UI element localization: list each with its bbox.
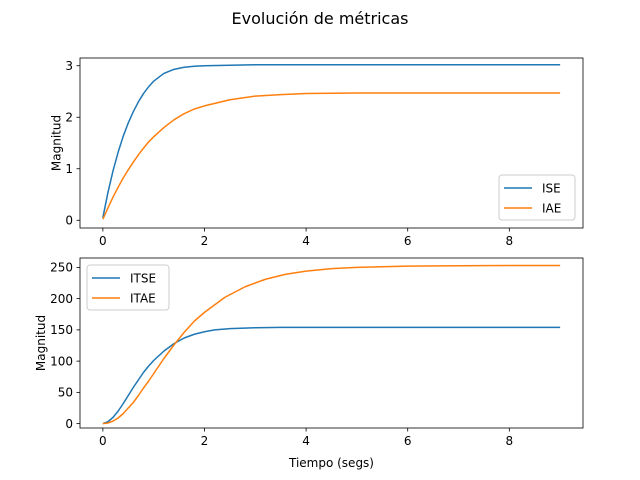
figure-title: Evolución de métricas (232, 9, 409, 28)
y-tick-label: 0 (65, 214, 73, 228)
legend-label-ise: ISE (542, 181, 561, 195)
y-tick-label: 50 (58, 386, 73, 400)
x-tick-label: 2 (201, 234, 209, 248)
x-tick-label: 6 (404, 434, 412, 448)
legend: ISE IAE (498, 174, 576, 221)
x-tick-label: 8 (506, 234, 514, 248)
y-tick-label: 3 (65, 59, 73, 73)
y-axis-label: Magnitud (34, 315, 48, 371)
series-line-itse (102, 326, 561, 425)
subplot-2: 0 2 4 6 8 0 50 100 150 200 250 Magnitud Tiempo (segs… (34, 257, 584, 470)
y-tick-label: 2 (65, 111, 73, 125)
x-axis-label: Tiempo (segs) (288, 456, 374, 470)
x-tick-label: 0 (99, 234, 107, 248)
x-tick-label: 8 (506, 434, 514, 448)
y-tick-label: 150 (50, 323, 73, 337)
x-tick-label: 2 (201, 434, 209, 448)
legend-label-itse: ITSE (130, 271, 156, 285)
axes-frame (79, 57, 584, 229)
x-tick-label: 4 (302, 434, 310, 448)
y-tick-label: 100 (50, 354, 73, 368)
x-tick-label: 0 (99, 434, 107, 448)
legend-box (86, 264, 170, 311)
y-tick-label: 0 (65, 417, 73, 431)
y-tick-label: 1 (65, 162, 73, 176)
subplot-1: 0 2 4 6 8 0 1 2 3 Magnitud ISE IAE (49, 57, 584, 248)
legend-label-itae: ITAE (130, 291, 156, 305)
x-tick-label: 4 (302, 234, 310, 248)
x-tick-label: 6 (404, 234, 412, 248)
series-line-ise (102, 63, 561, 218)
series-line-iae (102, 92, 561, 220)
legend-label-iae: IAE (542, 201, 561, 215)
series-line-itae (102, 264, 561, 425)
y-tick-label: 200 (50, 292, 73, 306)
y-tick-label: 250 (50, 261, 73, 275)
legend: ITSE ITAE (86, 264, 170, 311)
axes-frame (79, 257, 584, 429)
legend-box (498, 174, 576, 221)
y-axis-label: Magnitud (49, 115, 63, 171)
